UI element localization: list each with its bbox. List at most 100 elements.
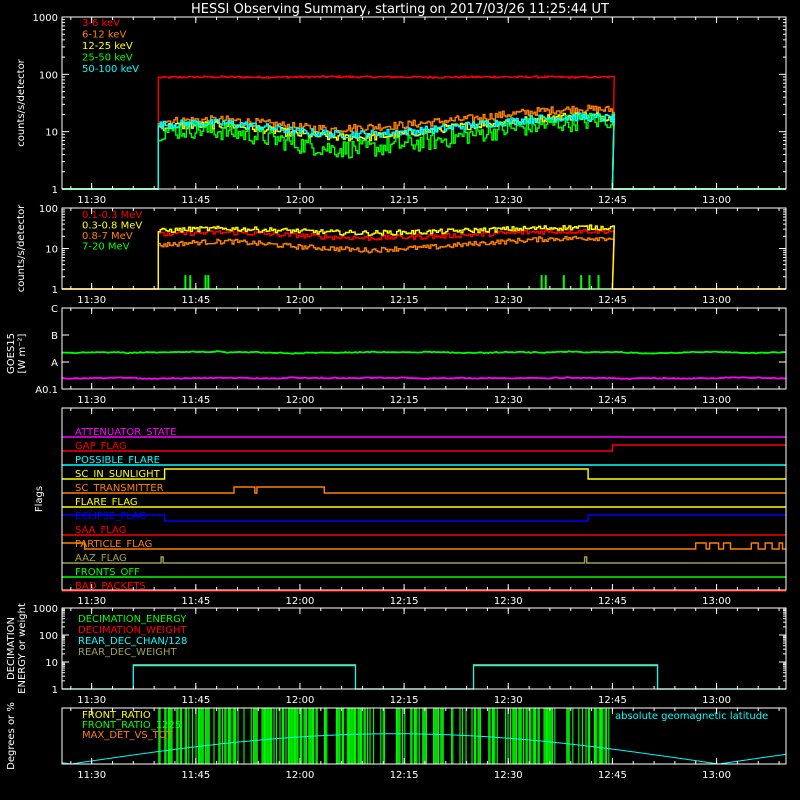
flag-label: FRONTS_OFF [75, 567, 140, 578]
decimation-tick-label: 11:30 [77, 695, 106, 706]
flag-label: ECLIPSE_FLAG [75, 511, 146, 522]
flags-tick-label: 11:30 [77, 596, 106, 607]
ratios-tick-label: 11:45 [181, 770, 210, 781]
decimation-tick-label: 13:00 [702, 695, 731, 706]
xray-legend-entry: 3-6 keV [82, 18, 120, 29]
xray-tick-label: 12:45 [598, 195, 627, 206]
gamma-y-axis-label: counts/s/detector [16, 204, 27, 292]
flags-tick-label: 11:45 [181, 596, 210, 607]
gamma-tick-label: 11:45 [181, 295, 210, 306]
xray-legend-entry: 12-25 keV [82, 41, 133, 52]
flag-label: GAP_FLAG [75, 441, 127, 452]
ratios-legend-entry: FRONT_RATIO_1225 [82, 720, 181, 731]
xray-tick-label: 13:00 [702, 195, 731, 206]
flags-tick-label: 12:15 [390, 596, 419, 607]
flags-tick-label: 12:00 [286, 596, 315, 607]
xray-tick-label: 12:15 [390, 195, 419, 206]
xray-legend-entry: 50-100 keV [82, 64, 139, 75]
flag-line [62, 542, 786, 550]
decimation-y-tick-label: 10 [45, 658, 58, 669]
ratios-panel-frame [61, 707, 787, 765]
flag-line [62, 468, 786, 480]
goes-tick-label: 12:15 [390, 395, 419, 406]
goes-y-tick-label: C [51, 304, 58, 315]
xray-tick-label: 12:30 [494, 195, 523, 206]
flag-label: ATTENUATOR_STATE [75, 427, 176, 438]
flag-label: POSSIBLE_FLARE [75, 455, 160, 466]
xray-y-tick-label: 100 [39, 70, 58, 81]
flags-y-axis-label: Flags [34, 486, 45, 512]
decimation-y-tick-label: 100 [39, 631, 58, 642]
flags-tick-label: 12:45 [598, 596, 627, 607]
xray-tick-label: 12:00 [286, 195, 315, 206]
goes-series-line [61, 350, 787, 355]
flag-line [62, 486, 786, 494]
gamma-legend-entry: 7-20 MeV [82, 242, 130, 253]
goes-tick-label: 12:00 [286, 395, 315, 406]
ratios-legend-entry: absolute geomagnetic latitude [615, 711, 768, 722]
gamma-tick-label: 11:30 [77, 295, 106, 306]
gamma-tick-label: 12:45 [598, 295, 627, 306]
ratios-tick-label: 13:00 [702, 770, 731, 781]
flag-line [62, 444, 786, 452]
flag-label: SAA_FLAG [75, 525, 126, 536]
labels-layer: 11:30 11:45 12:00 12:15 12:30 12:45 13:0011010… [6, 13, 768, 781]
xray-legend-entry: 25-50 keV [82, 53, 133, 64]
plot-title: HESSI Observing Summary, starting on 201… [191, 2, 609, 17]
xray-series-line [62, 104, 786, 190]
flag-label: FLARE_FLAG [75, 497, 138, 508]
decimation-legend-entry: DECIMATION_ENERGY [78, 614, 187, 625]
goes-y-axis-label: GOES15 [6, 333, 17, 374]
xray-y-tick-label: 1000 [33, 13, 58, 24]
xray-y-tick-label: 1 [52, 185, 58, 196]
decimation-legend-entry: REAR_DEC_WEIGHT [78, 647, 177, 658]
data-layer [61, 75, 787, 765]
gamma-y-tick-label: 1 [52, 285, 58, 296]
ratios-tick-label: 12:30 [494, 770, 523, 781]
goes-tick-label: 12:30 [494, 395, 523, 406]
ratios-tick-label: 12:15 [390, 770, 419, 781]
ratios-legend-entry: FRONT_RATIO [82, 710, 151, 721]
decimation-legend-entry: DECIMATION_WEIGHT [78, 625, 187, 636]
gamma-series-line [62, 224, 786, 290]
xray-tick-label: 11:30 [77, 195, 106, 206]
goes-tick-label: 13:00 [702, 395, 731, 406]
goes-tick-label: 11:45 [181, 395, 210, 406]
goes-tick-label: 12:45 [598, 395, 627, 406]
flag-label: AAZ_FLAG [75, 553, 127, 564]
decimation-tick-label: 11:45 [181, 695, 210, 706]
flag-label: BAD_PACKETS [75, 581, 146, 592]
gamma-legend-entry: 0.3-0.8 MeV [82, 221, 142, 232]
flags-tick-label: 13:00 [702, 596, 731, 607]
xray-panel-frame [61, 16, 787, 190]
xray-y-tick-label: 10 [45, 128, 58, 139]
gamma-legend-entry: 0.8-7 MeV [82, 231, 133, 242]
goes-y-tick-label: B [51, 331, 58, 342]
gamma-y-tick-label: 100 [39, 204, 58, 215]
ratios-tick-label: 12:00 [286, 770, 315, 781]
goes-panel-frame [61, 307, 787, 390]
gamma-tick-label: 13:00 [702, 295, 731, 306]
goes-y-axis-unit: [W m⁻²] [17, 333, 28, 373]
flags-tick-label: 12:30 [494, 596, 523, 607]
decimation-legend-entry: REAR_DEC_CHAN/128 [78, 636, 187, 647]
flag-label: PARTICLE_FLAG [75, 539, 152, 550]
xray-tick-label: 11:45 [181, 195, 210, 206]
goes-tick-label: 11:30 [77, 395, 106, 406]
latitude-curve [61, 733, 787, 765]
xray-series-line [62, 112, 786, 190]
goes-y-tick-label: A0.1 [35, 385, 58, 396]
flag-line [62, 514, 786, 522]
decimation-tick-label: 12:00 [286, 695, 315, 706]
ratios-tick-label: 11:30 [77, 770, 106, 781]
decimation-tick-label: 12:30 [494, 695, 523, 706]
gamma-tick-label: 12:15 [390, 295, 419, 306]
flag-line [62, 556, 786, 564]
decimation-y-tick-label: 1000 [33, 604, 58, 615]
gamma-y-tick-label: 10 [45, 245, 58, 256]
flag-label: SC_IN_SUNLIGHT [75, 469, 161, 480]
flag-label: SC_TRANSMITTER [75, 483, 164, 494]
ratios-tick-label: 12:45 [598, 770, 627, 781]
decimation-y-axis-label: DECIMATION [6, 617, 17, 680]
